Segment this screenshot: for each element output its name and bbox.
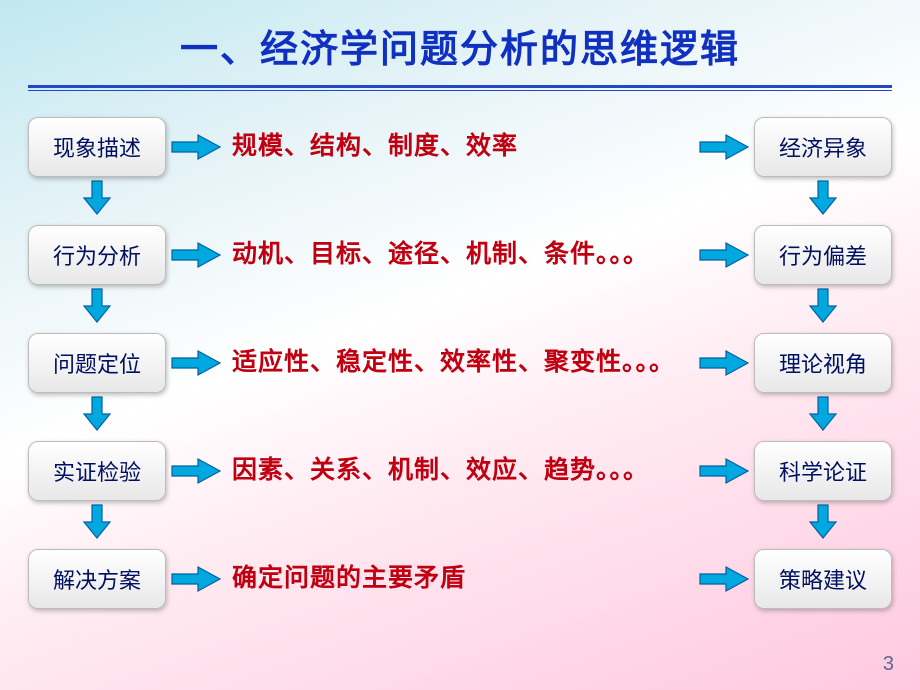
- flow-row: 解决方案 确定问题的主要矛盾 策略建议: [28, 544, 892, 614]
- mid-text: 动机、目标、途径、机制、条件。。。: [226, 238, 694, 272]
- flow-row: 问题定位 适应性、稳定性、效率性、聚变性。。。 理论视角: [28, 328, 892, 398]
- arrow-right-icon: [694, 347, 754, 379]
- left-box: 行为分析: [28, 225, 166, 285]
- right-box: 科学论证: [754, 441, 892, 501]
- left-box: 解决方案: [28, 549, 166, 609]
- right-box: 策略建议: [754, 549, 892, 609]
- title-rule: [28, 85, 892, 91]
- arrow-right-icon: [166, 347, 226, 379]
- mid-text: 因素、关系、机制、效应、趋势。。。: [226, 454, 694, 488]
- arrow-right-icon: [694, 239, 754, 271]
- flow-grid: 现象描述 规模、结构、制度、效率 经济异象行为分析 动机、目标、途径、机制、条件…: [28, 112, 892, 652]
- arrow-right-icon: [166, 455, 226, 487]
- arrow-right-icon: [694, 131, 754, 163]
- mid-text: 适应性、稳定性、效率性、聚变性。。。: [226, 346, 694, 380]
- title-text: 一、经济学问题分析的思维逻辑: [180, 29, 740, 71]
- right-box: 经济异象: [754, 117, 892, 177]
- flow-row: 现象描述 规模、结构、制度、效率 经济异象: [28, 112, 892, 182]
- mid-text: 规模、结构、制度、效率: [226, 130, 694, 164]
- right-box: 行为偏差: [754, 225, 892, 285]
- right-box: 理论视角: [754, 333, 892, 393]
- arrow-right-icon: [166, 239, 226, 271]
- arrow-right-icon: [694, 563, 754, 595]
- arrow-right-icon: [166, 563, 226, 595]
- left-box: 问题定位: [28, 333, 166, 393]
- left-box: 实证检验: [28, 441, 166, 501]
- page-title: 一、经济学问题分析的思维逻辑: [0, 0, 920, 73]
- flow-row: 实证检验 因素、关系、机制、效应、趋势。。。 科学论证: [28, 436, 892, 506]
- arrow-right-icon: [166, 131, 226, 163]
- flow-row: 行为分析 动机、目标、途径、机制、条件。。。 行为偏差: [28, 220, 892, 290]
- left-box: 现象描述: [28, 117, 166, 177]
- arrow-right-icon: [694, 455, 754, 487]
- page-number: 3: [883, 653, 894, 676]
- mid-text: 确定问题的主要矛盾: [226, 562, 694, 596]
